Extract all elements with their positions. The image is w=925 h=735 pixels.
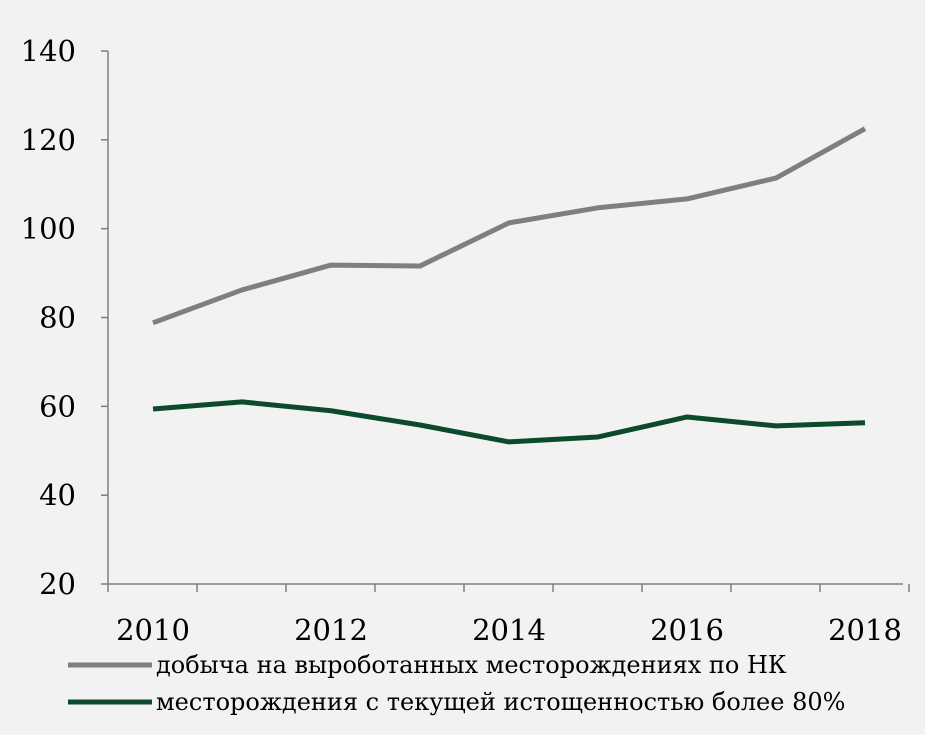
y-tick-label: 20	[39, 567, 76, 601]
x-tick-label: 2010	[116, 613, 190, 647]
x-tick-label: 2014	[472, 613, 546, 647]
y-tick-label: 60	[39, 389, 76, 423]
series-lines	[152, 126, 867, 445]
axes: 20 40 60 80 100 120 140 2010 2012 2014 2016 2018	[21, 34, 910, 647]
legend: добыча на выроботанных месторождениях по…	[68, 651, 845, 716]
x-tick-label: 2012	[294, 613, 368, 647]
y-tick-label: 120	[21, 123, 76, 157]
legend-label: добыча на выроботанных месторождениях по…	[156, 651, 787, 679]
y-tick-label: 100	[21, 212, 76, 246]
x-tick-label: 2018	[828, 613, 902, 647]
y-tick-label: 40	[39, 478, 76, 512]
y-tick-label: 80	[39, 301, 76, 335]
series-line-1	[152, 399, 866, 445]
x-tick-label: 2016	[650, 613, 724, 647]
series-line-0	[152, 126, 867, 326]
y-tick-label: 140	[21, 34, 76, 68]
legend-label: месторождения с текущей истощенностью бо…	[156, 688, 845, 716]
